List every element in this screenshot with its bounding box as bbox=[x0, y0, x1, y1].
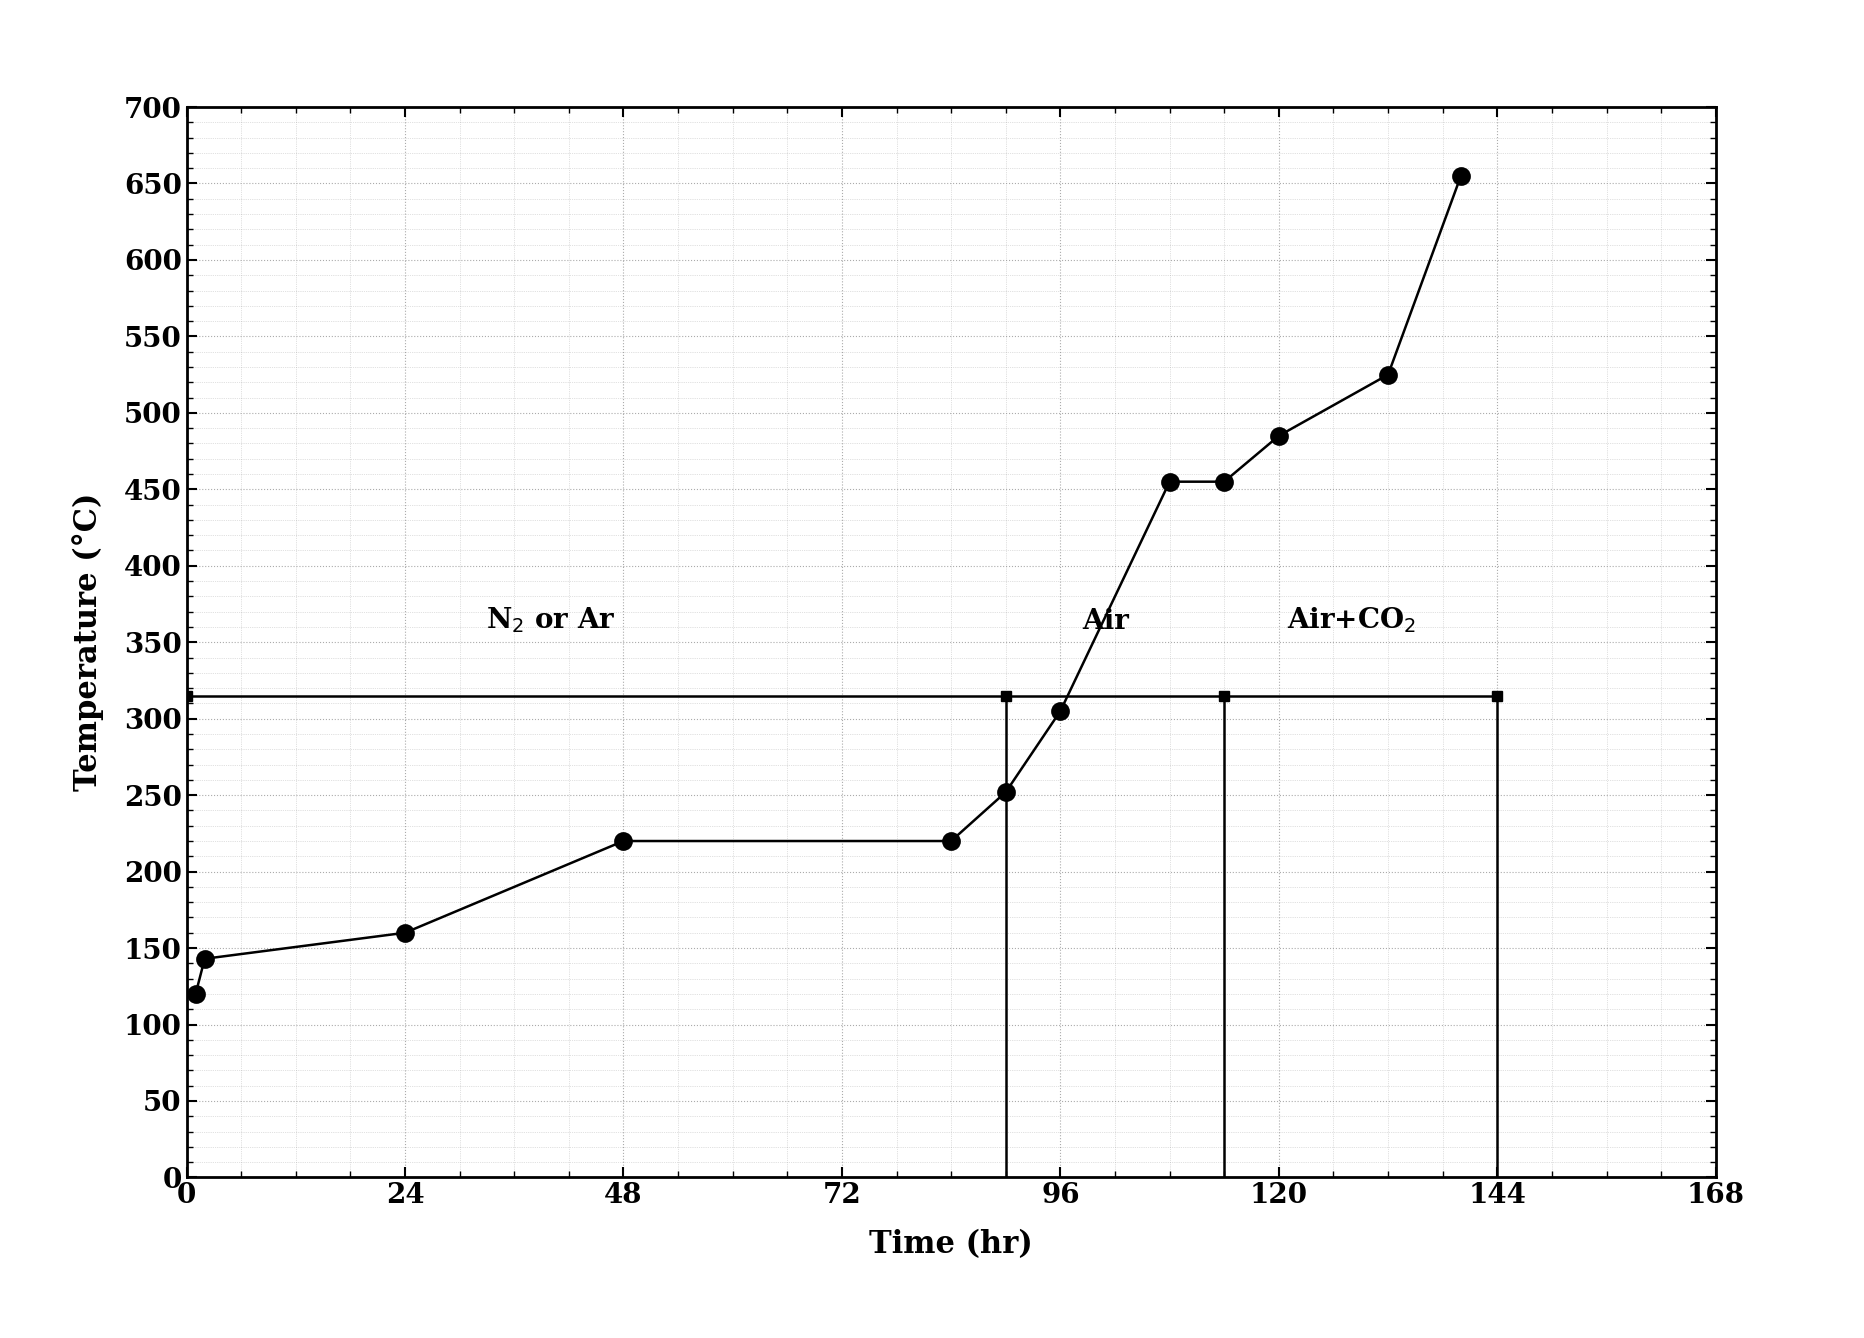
Text: Air: Air bbox=[1081, 607, 1130, 634]
Text: Air+CO$_2$: Air+CO$_2$ bbox=[1286, 605, 1415, 634]
Text: N$_2$ or Ar: N$_2$ or Ar bbox=[485, 605, 615, 634]
X-axis label: Time (hr): Time (hr) bbox=[869, 1228, 1033, 1260]
Y-axis label: Temperature (°C): Temperature (°C) bbox=[73, 492, 104, 792]
